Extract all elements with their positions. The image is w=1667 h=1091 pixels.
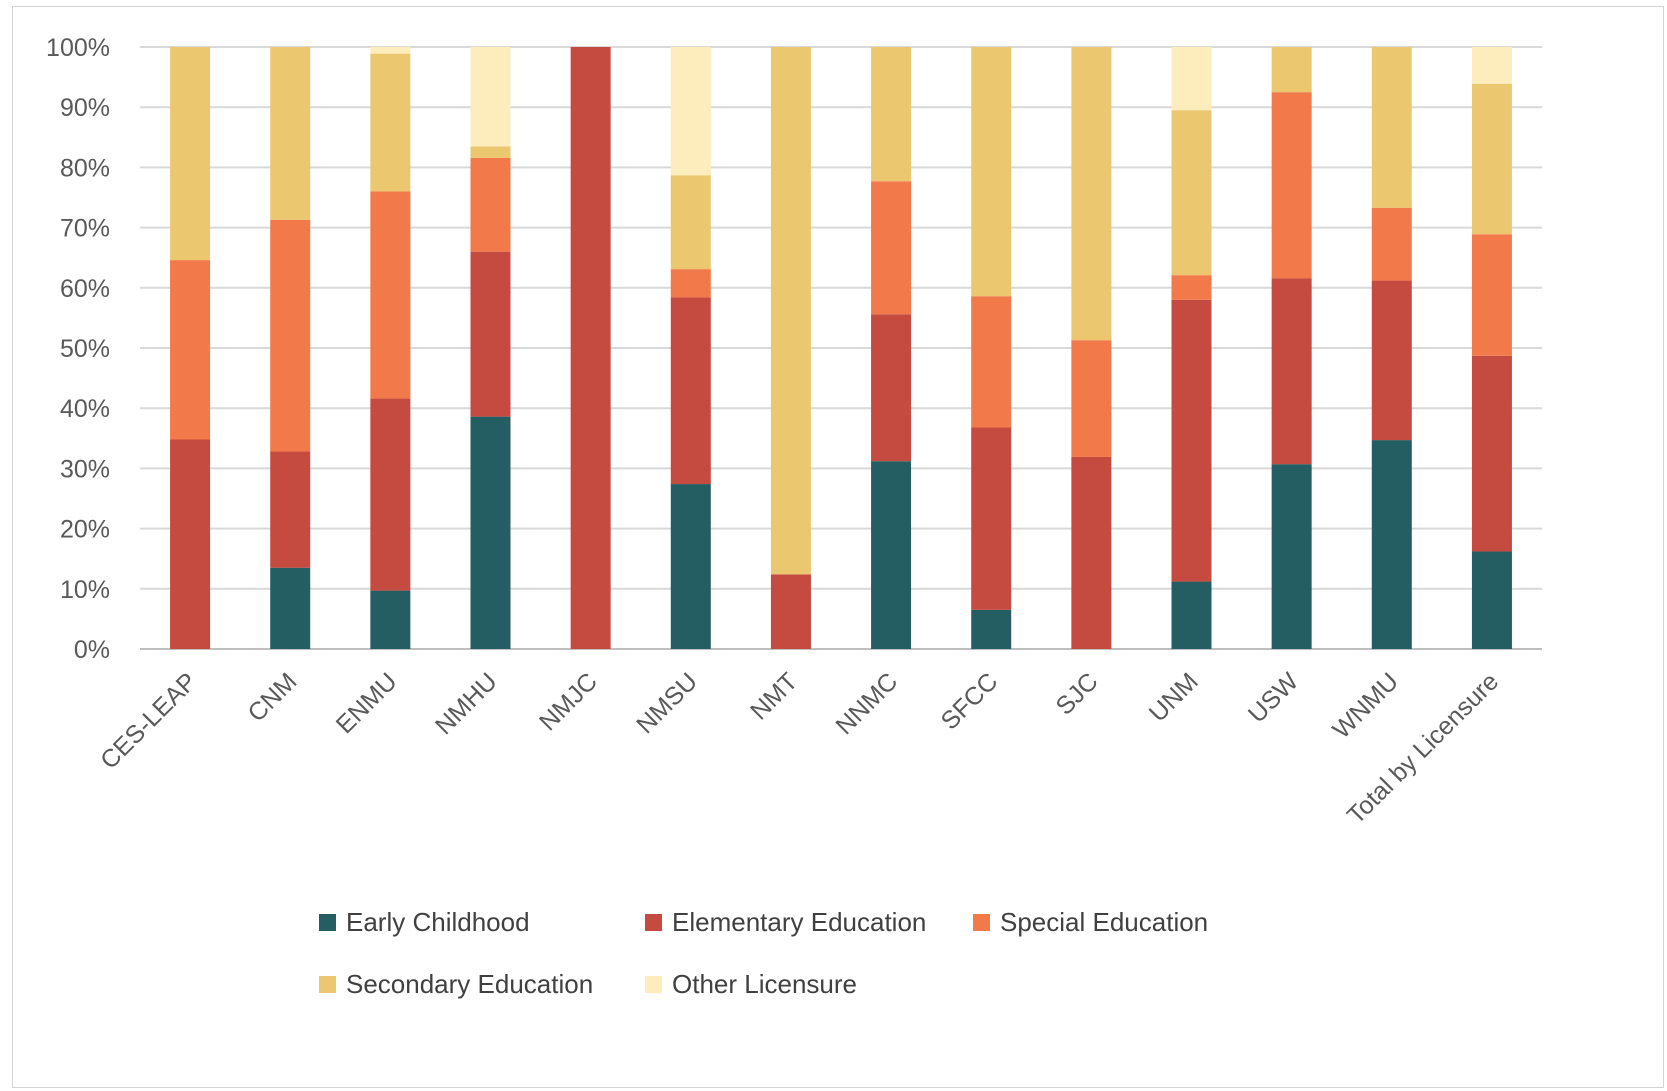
bar-segment xyxy=(270,219,311,452)
bar-segment xyxy=(1171,275,1212,300)
x-tick-label: SJC xyxy=(1050,667,1103,720)
x-tick-label: CES-LEAP xyxy=(95,667,202,774)
bar-segment xyxy=(1271,464,1312,649)
legend: Early Childhood Elementary Education Speci… xyxy=(319,907,1208,999)
bar-segment xyxy=(1171,47,1212,111)
x-axis: CES-LEAP CNM ENMU NMHU NMJC NMSU NMT NNMC SFCC SJ… xyxy=(95,667,1504,830)
legend-swatch xyxy=(973,914,990,931)
stacked-bar-chart: 0% 10% 20% 30% 40% 50% 60% 70% 80% 90% 100% CES-LE… xyxy=(46,34,1542,999)
bar-segment xyxy=(770,574,811,649)
bar-segment xyxy=(1271,92,1312,279)
y-tick-label: 40% xyxy=(60,395,110,423)
x-tick-label: WNMU xyxy=(1327,667,1404,744)
bar-segment xyxy=(1271,47,1312,93)
bar-segment xyxy=(370,53,411,192)
bar-segment xyxy=(1471,355,1512,552)
legend-swatch xyxy=(319,914,336,931)
bar-segment xyxy=(470,157,511,252)
bar-segment xyxy=(470,47,511,147)
x-tick-label: CNM xyxy=(242,667,302,727)
bar-segment xyxy=(170,47,211,261)
bar-segment xyxy=(1071,47,1112,341)
y-tick-label: 0% xyxy=(74,636,110,664)
y-axis: 0% 10% 20% 30% 40% 50% 60% 70% 80% 90% 100% xyxy=(46,34,110,664)
x-tick-label: NMHU xyxy=(430,667,503,740)
legend-swatch xyxy=(645,914,662,931)
legend-label: Other Licensure xyxy=(672,969,857,999)
x-tick-label: NNMC xyxy=(830,667,903,740)
y-tick-label: 100% xyxy=(46,34,110,62)
bar-segment xyxy=(871,461,912,649)
bar-segment xyxy=(370,47,411,54)
bar-segment xyxy=(871,47,912,182)
bar-segment xyxy=(1371,207,1412,281)
bar-segment xyxy=(1171,110,1212,276)
bar-segment xyxy=(470,416,511,649)
bar-segment xyxy=(1171,581,1212,649)
bar-segment xyxy=(270,451,311,568)
bar-segment xyxy=(770,47,811,575)
legend-swatch xyxy=(319,976,336,993)
bar-segment xyxy=(470,146,511,158)
x-tick-label: UNM xyxy=(1144,667,1204,727)
y-tick-label: 90% xyxy=(60,94,110,122)
bar-segment xyxy=(1071,340,1112,457)
y-tick-label: 70% xyxy=(60,215,110,243)
bar-segment xyxy=(370,590,411,649)
bar-segment xyxy=(871,314,912,462)
bar-segment xyxy=(470,251,511,417)
bar-segment xyxy=(670,297,711,485)
y-tick-label: 50% xyxy=(60,335,110,363)
bar-segment xyxy=(670,269,711,298)
bars xyxy=(170,47,1512,649)
gridlines xyxy=(140,46,1542,650)
bar-segment xyxy=(670,47,711,176)
bar-segment xyxy=(871,181,912,315)
legend-label: Early Childhood xyxy=(346,907,530,937)
bar-segment xyxy=(370,398,411,591)
y-tick-label: 80% xyxy=(60,154,110,182)
bar-segment xyxy=(570,47,611,649)
bar-segment xyxy=(270,567,311,649)
bar-segment xyxy=(1371,440,1412,649)
chart-frame: 0% 10% 20% 30% 40% 50% 60% 70% 80% 90% 100% CES-LE… xyxy=(12,6,1664,1088)
bar-segment xyxy=(1271,278,1312,465)
x-tick-label: ENMU xyxy=(331,667,403,739)
x-tick-label: NMSU xyxy=(631,667,703,739)
bar-segment xyxy=(1471,83,1512,235)
bar-segment xyxy=(1071,456,1112,649)
bar-segment xyxy=(170,439,211,649)
bar-segment xyxy=(971,296,1012,428)
x-tick-label: NMT xyxy=(745,667,803,725)
legend-swatch xyxy=(645,976,662,993)
bar-segment xyxy=(670,175,711,270)
legend-label: Elementary Education xyxy=(672,907,926,937)
x-tick-label: NMJC xyxy=(534,667,603,736)
bar-segment xyxy=(1471,47,1512,84)
bar-segment xyxy=(971,47,1012,297)
y-tick-label: 60% xyxy=(60,275,110,303)
bar-segment xyxy=(1171,299,1212,582)
y-tick-label: 30% xyxy=(60,455,110,483)
bar-segment xyxy=(270,47,311,220)
bar-segment xyxy=(170,260,211,440)
bar-segment xyxy=(1371,47,1412,208)
bar-segment xyxy=(1471,234,1512,356)
x-tick-label: SFCC xyxy=(936,667,1004,735)
y-tick-label: 20% xyxy=(60,516,110,544)
x-tick-label: USW xyxy=(1243,667,1304,728)
bar-segment xyxy=(370,191,411,399)
bar-segment xyxy=(670,484,711,649)
y-tick-label: 10% xyxy=(60,576,110,604)
bar-segment xyxy=(1471,551,1512,649)
bar-segment xyxy=(1371,280,1412,441)
bar-segment xyxy=(971,609,1012,649)
legend-label: Secondary Education xyxy=(346,969,593,999)
legend-label: Special Education xyxy=(1000,907,1208,937)
bar-segment xyxy=(971,427,1012,610)
